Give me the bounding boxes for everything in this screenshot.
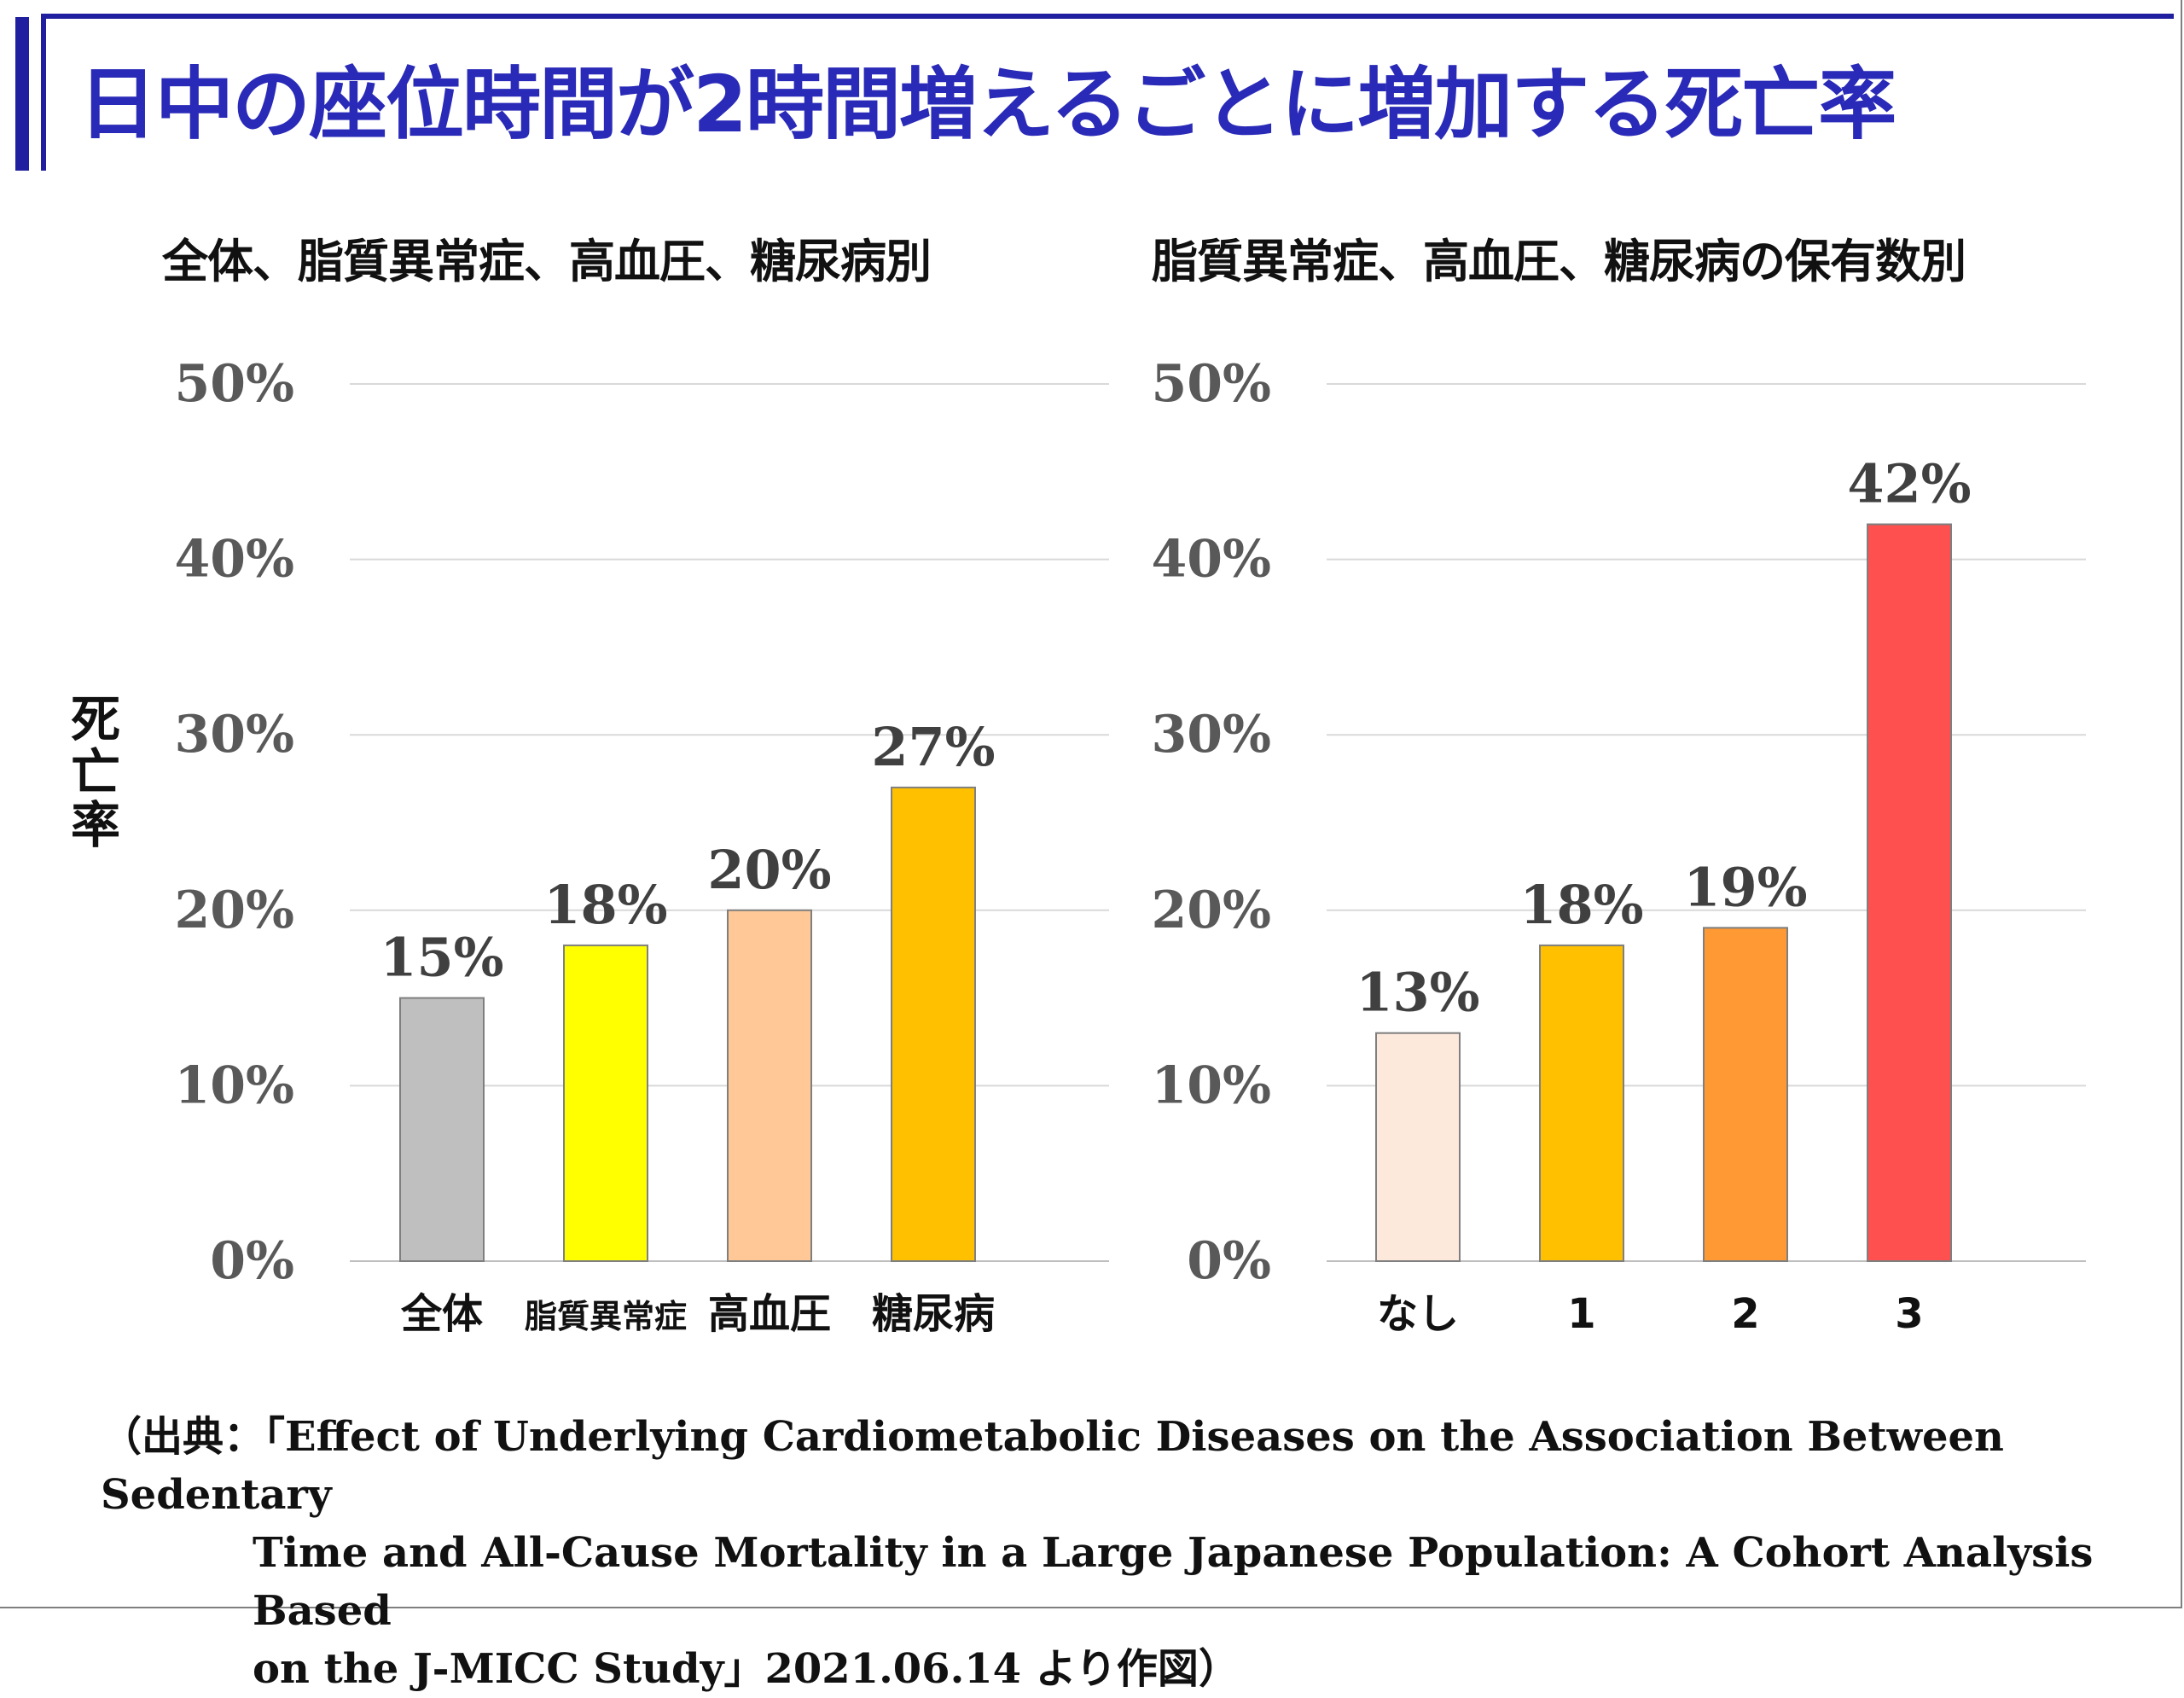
source-line-3: on the J-MICC Study」2021.06.14 より作図） (253, 1645, 1240, 1693)
y-axis-label-char: 率 (70, 796, 120, 854)
y-tick-label: 50% (1151, 354, 1271, 414)
x-category-label: 脂質異常症 (525, 1298, 687, 1335)
y-tick-label: 40% (1151, 530, 1271, 590)
title-accent-bar (15, 17, 29, 171)
y-tick-label: 40% (174, 530, 294, 590)
x-category-label: なし (1377, 1290, 1459, 1338)
chart-2-title: 脂質異常症、高血圧、糖尿病の保有数別 (1152, 235, 1966, 288)
y-tick-label: 30% (1151, 705, 1271, 765)
data-label: 18% (543, 874, 667, 936)
data-label: 13% (1356, 962, 1479, 1024)
data-label: 20% (707, 839, 831, 901)
y-axis-label: 死 亡 率 (61, 693, 130, 852)
x-category-label: 3 (1895, 1290, 1923, 1338)
x-category-label: 1 (1567, 1290, 1595, 1338)
bar (1703, 927, 1788, 1262)
bar (891, 786, 976, 1262)
y-axis-label-char: 死 (70, 690, 120, 748)
y-tick-label: 20% (1151, 881, 1271, 940)
slide-frame (0, 0, 2182, 1608)
source-line-1: （出典：「Effect of Underlying Cardiometaboli… (101, 1413, 2004, 1519)
x-category-label: 全体 (400, 1290, 483, 1338)
title-accent-line (41, 17, 46, 171)
data-label: 27% (871, 716, 995, 778)
bar (727, 909, 812, 1263)
chart-1-title: 全体、脂質異常症、高血圧、糖尿病別 (162, 235, 932, 288)
charts-canvas: 0%10%20%30%40%50%15%全体18%脂質異常症20%高血圧27%糖… (174, 354, 2086, 1338)
bar (563, 944, 648, 1263)
bar (1375, 1032, 1461, 1262)
data-label: 15% (380, 927, 503, 989)
y-tick-label: 0% (1187, 1231, 1271, 1291)
y-tick-label: 10% (174, 1055, 294, 1115)
y-tick-label: 0% (210, 1231, 294, 1291)
bar (1539, 944, 1624, 1263)
y-tick-label: 50% (174, 354, 294, 414)
y-tick-label: 30% (174, 705, 294, 765)
data-label: 19% (1683, 856, 1807, 918)
data-label: 42% (1847, 452, 1971, 515)
y-tick-label: 20% (174, 881, 294, 940)
source-citation: （出典：「Effect of Underlying Cardiometaboli… (101, 1408, 2097, 1698)
bar (399, 997, 485, 1262)
x-category-label: 2 (1731, 1290, 1759, 1338)
y-axis-label-char: 亡 (70, 743, 120, 801)
x-category-label: 糖尿病 (872, 1290, 995, 1338)
x-category-label: 高血圧 (708, 1290, 831, 1338)
source-line-2: Time and All-Cause Mortality in a Large … (253, 1529, 2094, 1635)
data-label: 18% (1519, 874, 1643, 936)
title-top-rule (41, 14, 2174, 19)
y-tick-label: 10% (1151, 1055, 1271, 1115)
bar (1867, 523, 1952, 1262)
page-title: 日中の座位時間が2時間増えるごとに増加する死亡率 (78, 59, 1896, 150)
